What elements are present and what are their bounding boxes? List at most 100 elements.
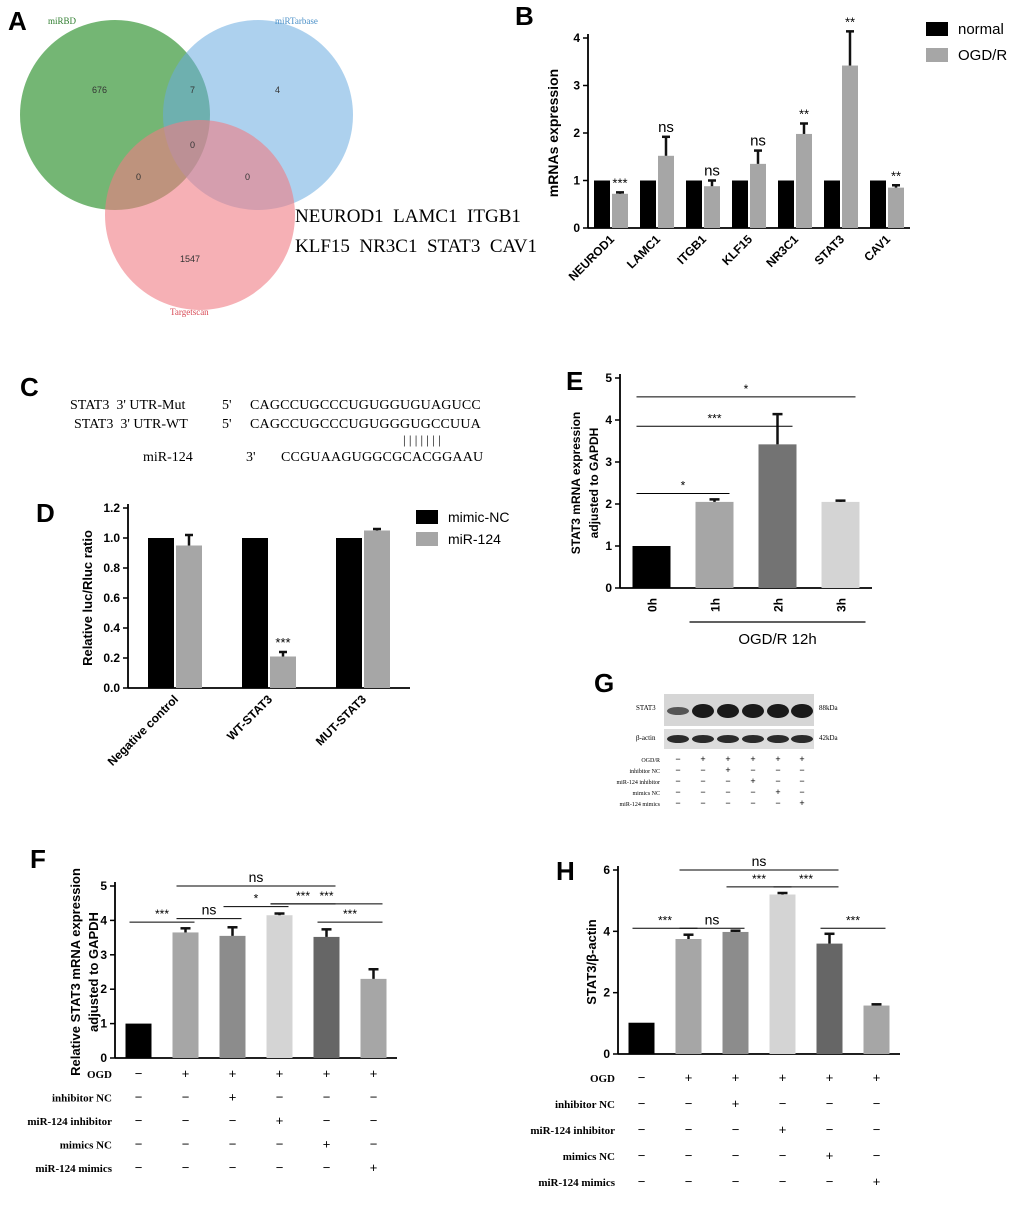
treatment-mark: − [685, 1174, 693, 1189]
significance-label: *** [155, 907, 169, 921]
venn-count-target-only: 1547 [180, 254, 200, 264]
panel-label-b: B [515, 1, 534, 31]
seq-label-mir124: miR-124 [143, 450, 193, 465]
treatment-mark: − [638, 1122, 646, 1137]
treatment-mark: − [370, 1113, 378, 1128]
treatment-label: miR-124 mimics [538, 1177, 615, 1189]
venn-label-targetscan: Targetscan [170, 307, 209, 317]
band-stat3 [767, 704, 789, 718]
legend-label-OGD/R: OGD/R [958, 47, 1007, 64]
significance-label: *** [707, 411, 721, 425]
blot-treatment-mark: − [750, 798, 755, 808]
venn-diagram: miRBD miRTarbase Targetscan 676 7 4 0 0 … [20, 16, 353, 317]
treatment-mark: − [276, 1137, 284, 1152]
y-tick-label: 0.8 [103, 561, 120, 575]
legend-label-miR-124: miR-124 [448, 531, 501, 547]
blot-treatment-mark: − [675, 787, 680, 797]
treatment-mark: − [135, 1090, 143, 1105]
treatment-mark: − [732, 1174, 740, 1189]
significance-label: ns [704, 163, 720, 180]
chart-d: 0.0 0.2 0.4 0.6 0.8 1.0 1.2 Negative control ***… [80, 501, 509, 769]
blot-treatment-mark: + [775, 787, 780, 797]
blot-treatment-label: OGD/R [641, 758, 660, 764]
treatment-mark: − [779, 1148, 787, 1163]
legend-label-mimic-NC: mimic-NC [448, 509, 509, 525]
blot-treatment-mark: − [725, 798, 730, 808]
legend-swatch-miR-124 [416, 532, 438, 546]
bar-normal-STAT3 [824, 180, 840, 228]
blot-treatment-label: mimics NC [632, 791, 660, 797]
bar-6 [863, 1005, 890, 1054]
significance-label: *** [799, 872, 813, 886]
y-axis-label: Relative STAT3 mRNA expression [68, 868, 83, 1076]
blot-treatment-mark: − [700, 798, 705, 808]
treatment-mark: − [276, 1090, 284, 1105]
bar-OGD/R-STAT3 [842, 65, 858, 228]
legend-swatch-OGD/R [926, 48, 948, 62]
y-axis-label: Relative luc/Rluc ratio [80, 530, 95, 666]
significance-label: *** [846, 913, 860, 927]
band-actin [692, 735, 714, 743]
y-tick-label: 0.4 [103, 621, 120, 635]
treatment-label: miR-124 inhibitor [27, 1116, 112, 1128]
treatment-mark: − [732, 1122, 740, 1137]
treatment-mark: − [638, 1070, 646, 1085]
treatment-label: miR-124 mimics [35, 1163, 112, 1175]
blot-treatment-mark: + [775, 754, 780, 764]
treatment-mark: + [182, 1066, 190, 1081]
treatment-mark: − [779, 1096, 787, 1111]
significance-label: *** [319, 889, 333, 903]
bar-miR-124-MUT-STAT3 [364, 530, 390, 688]
band-actin [667, 735, 689, 743]
significance-label: ns [750, 133, 766, 150]
y-axis-label: STAT3/β-actin [584, 919, 599, 1005]
treatment-mark: − [182, 1137, 190, 1152]
significance-label: * [744, 382, 749, 396]
significance-label: ** [845, 14, 855, 29]
sequence-alignment: STAT3 3' UTR-Mut 5' CAGCCUGCCCUGUGGUGUAG… [70, 398, 483, 465]
treatment-mark: − [826, 1174, 834, 1189]
blot-treatment-mark: − [799, 765, 804, 775]
seq-mut: CAGCCUGCCCUGUGGUGUAGUCC [250, 398, 481, 413]
y-axis-label: mRNAs expression [545, 69, 561, 197]
treatment-mark: − [826, 1122, 834, 1137]
blot-treatment-mark: − [700, 787, 705, 797]
x-tick-label: NEUROD1 [566, 232, 618, 284]
blot-treatment-mark: + [799, 754, 804, 764]
y-tick-label: 1 [605, 539, 612, 553]
blot-treatment-mark: − [750, 765, 755, 775]
treatment-mark: − [229, 1113, 237, 1128]
blot-treatments: OGD/R − + + + + +inhibitor NC − − + − − −miR-124 inh… [617, 754, 805, 808]
y-tick-label: 4 [573, 31, 580, 45]
y-tick-label: 4 [605, 413, 612, 427]
treatment-mark: + [229, 1090, 237, 1105]
treatment-mark: − [370, 1137, 378, 1152]
treatment-mark: + [370, 1160, 378, 1175]
blot-treatment-label: miR-124 mimics [620, 802, 661, 808]
bar-2 [172, 932, 199, 1058]
band-actin [767, 735, 789, 743]
bar-1 [632, 546, 671, 588]
treatment-mark: + [779, 1070, 787, 1085]
x-tick-label: KLF15 [719, 232, 755, 268]
bar-3 [722, 931, 749, 1054]
significance-label: *** [752, 872, 766, 886]
y-axis-label: adjusted to GAPDH [587, 428, 601, 539]
treatment-mark: − [182, 1113, 190, 1128]
seq-pairing: | | | | | | | [403, 432, 441, 447]
treatment-mark: − [135, 1137, 143, 1152]
venn-label-mirbd: miRBD [48, 16, 77, 26]
legend-swatch-normal [926, 22, 948, 36]
y-tick-label: 0.6 [103, 591, 120, 605]
bar-OGD/R-LAMC1 [658, 155, 674, 228]
bar-OGD/R-NEUROD1 [612, 193, 628, 228]
panel-label-a: A [8, 6, 27, 36]
significance-label: * [681, 479, 686, 493]
treatment-mark: − [638, 1096, 646, 1111]
seq-end-mir124: 3' [246, 450, 256, 465]
x-tick-label: WT-STAT3 [224, 692, 275, 743]
band-actin [742, 735, 764, 743]
treatment-mark: − [323, 1090, 331, 1105]
bar-3 [219, 935, 246, 1058]
blot-size-stat3: 88kDa [819, 704, 839, 712]
